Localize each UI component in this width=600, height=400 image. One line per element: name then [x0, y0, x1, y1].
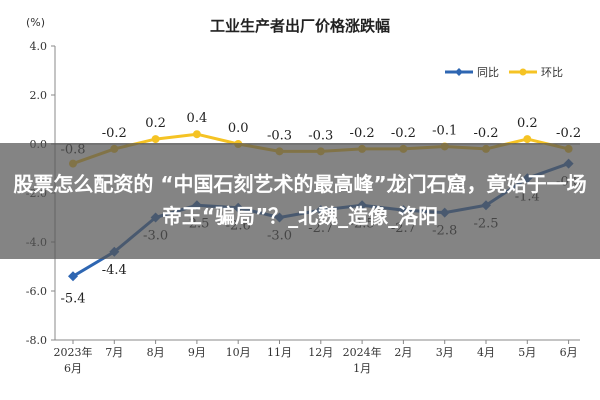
data-label-mom: -0.2	[102, 126, 127, 141]
x-tick-label: 1月	[353, 362, 371, 375]
x-tick-label: 4月	[477, 346, 495, 359]
y-unit-label: (%)	[26, 16, 45, 29]
x-tick-label: 9月	[188, 346, 206, 359]
data-label-mom: -0.2	[473, 126, 498, 141]
data-point-mom	[192, 130, 201, 139]
y-tick-label: -6.0	[26, 285, 47, 298]
x-tick-label: 2月	[394, 346, 412, 359]
x-tick-label: 2023年	[54, 345, 93, 359]
legend-label: 环比	[541, 66, 563, 79]
legend-label: 同比	[477, 66, 499, 79]
x-tick-label: 10月	[226, 346, 251, 359]
data-label-yoy: -4.4	[102, 263, 127, 278]
data-label-yoy: -5.4	[60, 291, 85, 306]
data-point-mom	[151, 135, 160, 144]
data-label-mom: -0.3	[308, 128, 333, 143]
legend-marker	[455, 68, 463, 76]
legend-marker	[519, 68, 527, 76]
data-point-mom	[523, 135, 532, 144]
x-tick-label: 8月	[147, 346, 165, 359]
x-tick-label: 6月	[560, 346, 578, 359]
x-tick-label: 3月	[436, 346, 454, 359]
data-label-mom: 0.2	[145, 116, 166, 131]
headline-text: 股票怎么配资的 “中国石刻艺术的最高峰”龙门石窟，竟始于一场帝王“骗局”？_北魏…	[13, 172, 587, 228]
data-label-mom: -0.2	[350, 126, 375, 141]
data-label-mom: -0.2	[556, 126, 581, 141]
data-label-mom: 0.2	[517, 116, 538, 131]
y-tick-label: -8.0	[26, 334, 47, 347]
x-tick-label: 5月	[518, 346, 536, 359]
x-tick-label: 11月	[267, 346, 292, 359]
data-point-yoy	[68, 271, 78, 282]
x-tick-label: 2024年	[343, 345, 382, 359]
chart-title: 工业生产者出厂价格涨跌幅	[210, 17, 390, 35]
x-tick-label: 6月	[64, 362, 82, 375]
y-tick-label: 2.0	[30, 89, 48, 102]
y-tick-label: 4.0	[30, 40, 48, 53]
data-label-mom: 0.0	[228, 121, 249, 136]
data-label-mom: -0.2	[391, 126, 416, 141]
x-tick-label: 7月	[105, 346, 123, 359]
x-tick-label: 12月	[308, 346, 333, 359]
data-label-mom: -0.3	[267, 128, 292, 143]
data-label-mom: -0.1	[432, 123, 457, 138]
headline-overlay[interactable]: 股票怎么配资的 “中国石刻艺术的最高峰”龙门石窟，竟始于一场帝王“骗局”？_北魏…	[0, 143, 600, 259]
data-label-mom: 0.4	[187, 111, 208, 126]
